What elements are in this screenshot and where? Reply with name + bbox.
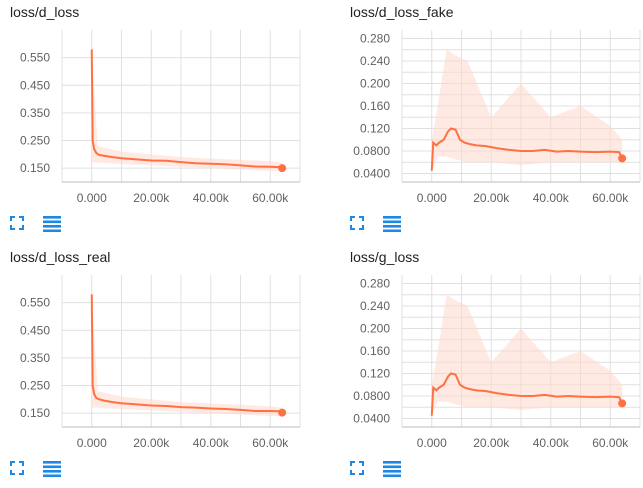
toggle-data-button[interactable] xyxy=(42,459,61,477)
x-tick-label: 40.00k xyxy=(193,191,230,205)
expand-icon xyxy=(350,461,364,475)
raw-data-band xyxy=(91,294,283,416)
y-tick-label: 0.280 xyxy=(360,276,390,290)
chart-title: loss/d_loss xyxy=(10,4,80,20)
y-tick-label: 0.350 xyxy=(20,106,50,120)
raw-data-band xyxy=(431,294,623,416)
y-tick-label: 0.200 xyxy=(360,76,390,90)
y-tick-label: 0.150 xyxy=(20,161,50,175)
toggle-data-button[interactable] xyxy=(42,214,61,232)
y-tick-label: 0.120 xyxy=(360,122,390,136)
expand-button[interactable] xyxy=(8,214,26,232)
x-tick-label: 60.00k xyxy=(592,191,629,205)
expand-button[interactable] xyxy=(348,459,366,477)
x-tick-label: 20.00k xyxy=(133,436,170,450)
x-tick-label: 60.00k xyxy=(252,191,289,205)
expand-icon xyxy=(10,216,24,230)
data-toggle-icon xyxy=(383,461,401,477)
y-tick-label: 0.550 xyxy=(20,51,50,65)
y-tick-label: 0.450 xyxy=(20,323,50,337)
y-tick-label: 0.0400 xyxy=(353,167,390,181)
chart-card: loss/d_loss_real 0.150 0.250 0.350 0.450 0.5… xyxy=(0,245,310,485)
raw-data-band xyxy=(91,49,283,171)
chart-title: loss/d_loss_real xyxy=(10,249,111,265)
last-value-point xyxy=(278,408,287,417)
y-tick-label: 0.240 xyxy=(360,54,390,68)
x-tick-label: 40.00k xyxy=(193,436,230,450)
toggle-data-button[interactable] xyxy=(382,214,401,232)
x-tick-label: 20.00k xyxy=(473,436,510,450)
last-value-point xyxy=(618,154,627,163)
toggle-data-button[interactable] xyxy=(382,459,401,477)
expand-button[interactable] xyxy=(348,214,366,232)
y-tick-label: 0.0800 xyxy=(353,144,390,158)
line-chart[interactable]: 0.150 0.250 0.350 0.450 0.550 0.000 20.00k 40.0… xyxy=(0,245,310,485)
x-tick-label: 0.000 xyxy=(77,191,107,205)
y-tick-label: 0.120 xyxy=(360,367,390,381)
y-tick-label: 0.150 xyxy=(20,406,50,420)
y-tick-label: 0.0800 xyxy=(353,389,390,403)
x-tick-label: 0.000 xyxy=(417,436,447,450)
y-tick-label: 0.550 xyxy=(20,296,50,310)
y-tick-label: 0.450 xyxy=(20,78,50,92)
expand-icon xyxy=(350,216,364,230)
y-tick-label: 0.200 xyxy=(360,321,390,335)
last-value-point xyxy=(278,164,287,173)
y-tick-label: 0.280 xyxy=(360,31,390,45)
line-chart[interactable]: 0.150 0.250 0.350 0.450 0.550 0.000 20.00k 40.0… xyxy=(0,0,310,240)
chart-title: loss/g_loss xyxy=(350,249,420,265)
chart-card: loss/d_loss_fake 0.0400 0.0800 0.120 0.160 0… xyxy=(340,0,643,240)
x-tick-label: 60.00k xyxy=(592,436,629,450)
data-toggle-icon xyxy=(43,216,61,232)
raw-data-band xyxy=(431,49,623,171)
chart-title: loss/d_loss_fake xyxy=(350,4,454,20)
x-tick-label: 40.00k xyxy=(533,191,570,205)
y-tick-label: 0.250 xyxy=(20,134,50,148)
y-tick-label: 0.160 xyxy=(360,344,390,358)
expand-icon xyxy=(10,461,24,475)
data-toggle-icon xyxy=(43,461,61,477)
last-value-point xyxy=(618,399,627,408)
smoothed-series-line xyxy=(90,294,283,414)
smoothed-series-line xyxy=(90,49,283,170)
x-tick-label: 20.00k xyxy=(473,191,510,205)
chart-card: loss/g_loss 0.0400 0.0800 0.120 0.160 0.200 0… xyxy=(340,245,643,485)
x-tick-label: 60.00k xyxy=(252,436,289,450)
x-tick-label: 40.00k xyxy=(533,436,570,450)
y-tick-label: 0.160 xyxy=(360,99,390,113)
data-toggle-icon xyxy=(383,216,401,232)
y-tick-label: 0.250 xyxy=(20,379,50,393)
y-tick-label: 0.0400 xyxy=(353,412,390,426)
expand-button[interactable] xyxy=(8,459,26,477)
chart-card: loss/d_loss 0.150 0.250 0.350 0.450 0.550 0.0… xyxy=(0,0,310,240)
y-tick-label: 0.240 xyxy=(360,299,390,313)
line-chart[interactable]: 0.0400 0.0800 0.120 0.160 0.200 0.240 0.280 0.0… xyxy=(340,0,643,240)
smoothed-series-line xyxy=(430,127,624,171)
x-tick-label: 0.000 xyxy=(77,436,107,450)
x-tick-label: 20.00k xyxy=(133,191,170,205)
smoothed-series-line xyxy=(430,372,624,416)
line-chart[interactable]: 0.0400 0.0800 0.120 0.160 0.200 0.240 0.280 0.0… xyxy=(340,245,643,485)
x-tick-label: 0.000 xyxy=(417,191,447,205)
y-tick-label: 0.350 xyxy=(20,351,50,365)
